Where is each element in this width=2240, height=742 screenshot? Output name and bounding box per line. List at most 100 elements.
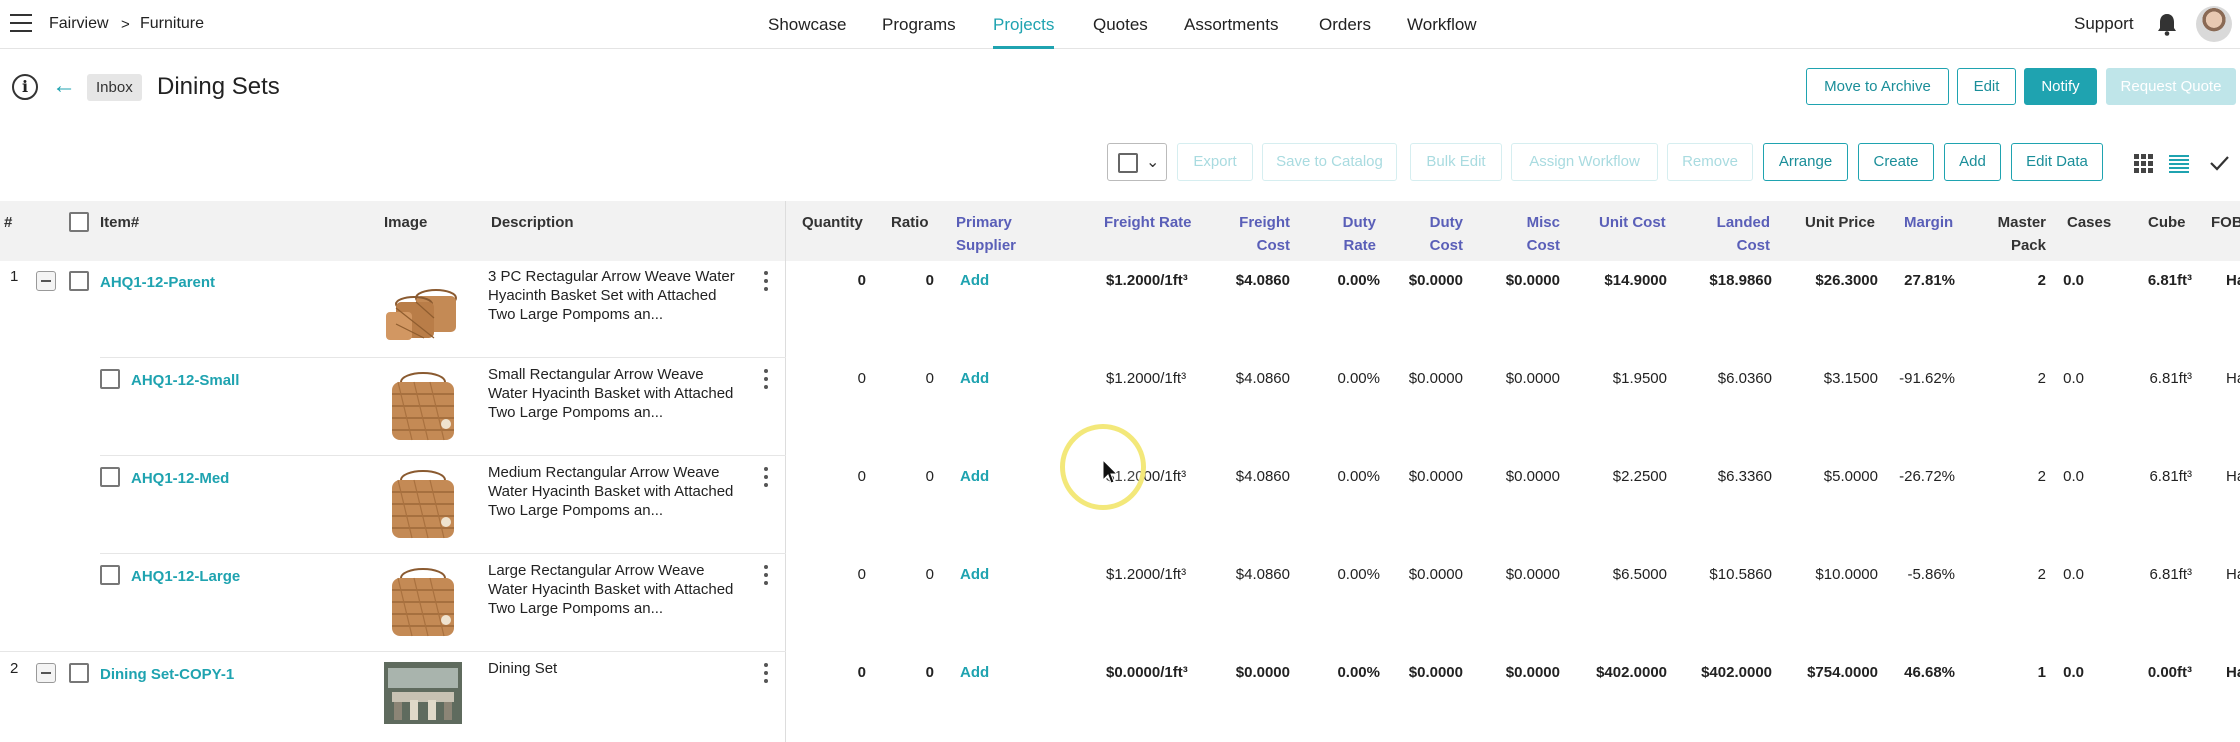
back-arrow-icon[interactable]: ← xyxy=(52,72,76,99)
col-fob[interactable]: FOB xyxy=(2211,214,2240,231)
add-supplier-link[interactable]: Add xyxy=(960,566,990,583)
edit-data-button[interactable]: Edit Data xyxy=(2011,143,2103,181)
cell-unit-cost: $1.9500 xyxy=(1612,370,1667,387)
inbox-badge[interactable]: Inbox xyxy=(87,74,142,101)
item-description: Dining Set xyxy=(488,660,558,677)
row-menu-icon[interactable] xyxy=(763,663,769,683)
cell-duty-cost: $0.0000 xyxy=(1408,566,1463,583)
cell-landed-cost: $18.9860 xyxy=(1709,272,1772,289)
collapse-toggle[interactable] xyxy=(36,271,56,291)
add-supplier-link[interactable]: Add xyxy=(960,664,990,681)
col-unit-cost[interactable]: Unit Cost xyxy=(1599,214,1666,231)
nav-assortments[interactable]: Assortments xyxy=(1184,15,1279,34)
col-misc-cost[interactable]: Misc Cost xyxy=(1526,214,1560,254)
notify-button[interactable]: Notify xyxy=(2024,68,2097,105)
item-description: Small Rectangular Arrow Weave Water Hyac… xyxy=(488,366,734,421)
cell-unit-cost: $402.0000 xyxy=(1596,664,1667,681)
grid-view-icon[interactable] xyxy=(2132,152,2154,174)
col-duty-rate[interactable]: Duty Rate xyxy=(1342,214,1376,254)
create-button[interactable]: Create xyxy=(1858,143,1934,181)
product-image-basket xyxy=(386,289,457,340)
product-image-basket xyxy=(392,568,454,637)
cell-unit-cost: $6.5000 xyxy=(1612,566,1667,583)
col-cube[interactable]: Cube xyxy=(2148,214,2186,231)
row-menu-icon[interactable] xyxy=(763,467,769,487)
nav-projects[interactable]: Projects xyxy=(993,0,1055,49)
add-supplier-link[interactable]: Add xyxy=(960,272,990,289)
frozen-column-divider xyxy=(785,201,786,742)
bulk-edit-button[interactable]: Bulk Edit xyxy=(1410,143,1502,181)
cell-unit-price: $754.0000 xyxy=(1807,664,1878,681)
move-to-archive-button[interactable]: Move to Archive xyxy=(1806,68,1949,105)
nav-orders[interactable]: Orders xyxy=(1319,15,1371,34)
col-landed-cost[interactable]: Landed Cost xyxy=(1716,214,1770,254)
check-icon[interactable] xyxy=(2208,152,2230,174)
item-number-link[interactable]: AHQ1-12-Large xyxy=(131,568,241,585)
add-supplier-link[interactable]: Add xyxy=(960,468,990,485)
item-number-link[interactable]: Dining Set-COPY-1 xyxy=(100,666,235,683)
request-quote-button[interactable]: Request Quote xyxy=(2106,68,2236,105)
col-ratio[interactable]: Ratio xyxy=(891,214,929,231)
support-link[interactable]: Support xyxy=(2074,14,2134,33)
row-checkbox[interactable] xyxy=(69,271,89,291)
col-duty-cost[interactable]: Duty Cost xyxy=(1429,214,1463,254)
row-menu-icon[interactable] xyxy=(763,565,769,585)
cell-misc-cost: $0.0000 xyxy=(1505,370,1560,387)
cell-margin: 27.81% xyxy=(1904,272,1955,289)
nav-showcase[interactable]: Showcase xyxy=(768,15,847,34)
row-checkbox[interactable] xyxy=(100,467,120,487)
item-description: Medium Rectangular Arrow Weave Water Hya… xyxy=(488,464,734,519)
col-primary-supplier[interactable]: Primary Supplier xyxy=(956,214,1017,254)
cell-cases: 0.0 xyxy=(2063,272,2084,289)
cell-cases: 0.0 xyxy=(2063,468,2084,485)
item-number-link[interactable]: AHQ1-12-Med xyxy=(131,470,230,487)
list-view-icon[interactable] xyxy=(2168,152,2190,174)
breadcrumb-home[interactable]: Fairview xyxy=(49,15,109,32)
row-menu-icon[interactable] xyxy=(763,271,769,291)
select-all-dropdown[interactable]: ⌄ xyxy=(1107,143,1167,181)
item-number-link[interactable]: AHQ1-12-Parent xyxy=(100,274,216,291)
nav-workflow[interactable]: Workflow xyxy=(1407,15,1477,34)
col-item[interactable]: Item# xyxy=(100,214,140,231)
add-supplier-link[interactable]: Add xyxy=(960,370,990,387)
item-number-link[interactable]: AHQ1-12-Small xyxy=(131,372,240,389)
col-quantity[interactable]: Quantity xyxy=(802,214,863,231)
remove-button[interactable]: Remove xyxy=(1667,143,1753,181)
add-button[interactable]: Add xyxy=(1944,143,2001,181)
col-freight-rate[interactable]: Freight Rate xyxy=(1104,214,1192,231)
col-margin[interactable]: Margin xyxy=(1904,214,1954,231)
cell-duty-cost: $0.0000 xyxy=(1408,468,1463,485)
info-icon[interactable]: i xyxy=(12,74,38,100)
col-cases[interactable]: Cases xyxy=(2067,214,2112,231)
row-checkbox[interactable] xyxy=(69,663,89,683)
col-freight-cost[interactable]: Freight Cost xyxy=(1239,214,1290,254)
header-checkbox[interactable] xyxy=(69,212,89,232)
cell-cube: 6.81ft³ xyxy=(2149,566,2192,583)
breadcrumb-current[interactable]: Furniture xyxy=(140,15,205,32)
collapse-toggle[interactable] xyxy=(36,663,56,683)
save-to-catalog-button[interactable]: Save to Catalog xyxy=(1262,143,1397,181)
cell-qty: 0 xyxy=(857,272,866,289)
cell-ratio: 0 xyxy=(925,664,934,681)
export-button[interactable]: Export xyxy=(1177,143,1253,181)
cell-unit-cost: $2.2500 xyxy=(1612,468,1667,485)
cell-freight-cost: $4.0860 xyxy=(1235,566,1290,583)
arrange-button[interactable]: Arrange xyxy=(1763,143,1848,181)
assign-workflow-button[interactable]: Assign Workflow xyxy=(1511,143,1658,181)
row-divider xyxy=(0,651,786,652)
col-master-pack[interactable]: Master Pack xyxy=(1997,214,2046,254)
avatar[interactable] xyxy=(2196,6,2232,42)
edit-button[interactable]: Edit xyxy=(1957,68,2016,105)
top-nav: Fairview > Furniture Showcase Programs P… xyxy=(0,0,2240,49)
nav-programs[interactable]: Programs xyxy=(882,15,956,34)
col-description[interactable]: Description xyxy=(491,214,574,231)
cell-cases: 0.0 xyxy=(2063,664,2084,681)
row-checkbox[interactable] xyxy=(100,565,120,585)
row-checkbox[interactable] xyxy=(100,369,120,389)
select-all-checkbox[interactable] xyxy=(1118,153,1138,173)
row-menu-icon[interactable] xyxy=(763,369,769,389)
menu-icon[interactable] xyxy=(10,14,34,34)
bell-icon[interactable] xyxy=(2156,12,2178,36)
nav-quotes[interactable]: Quotes xyxy=(1093,15,1148,34)
col-unit-price[interactable]: Unit Price xyxy=(1805,214,1876,231)
